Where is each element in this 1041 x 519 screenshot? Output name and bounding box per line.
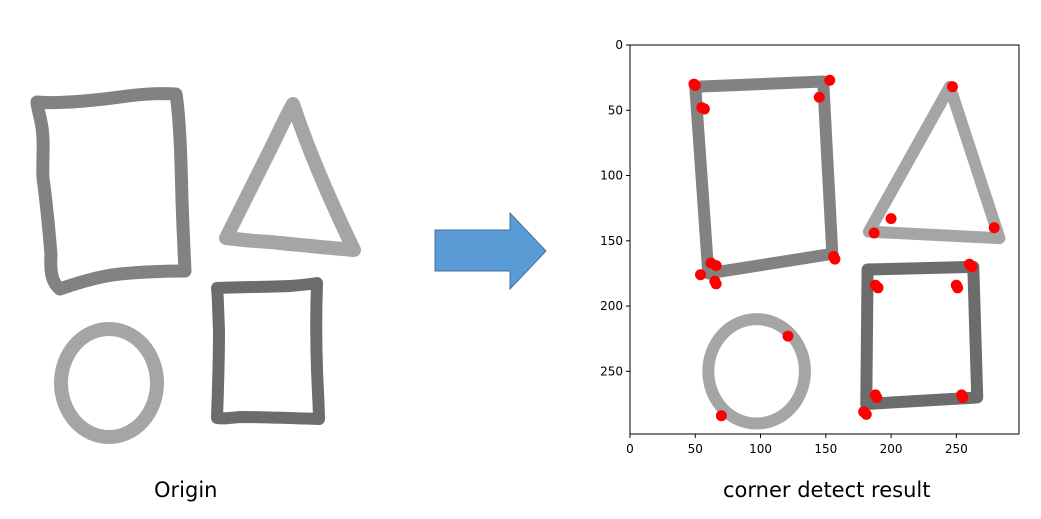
corner-point [957, 391, 969, 403]
y-tick-label: 150 [600, 234, 623, 248]
corner-point [782, 330, 794, 342]
corner-point [872, 282, 884, 294]
corner-point [824, 74, 836, 86]
y-tick-label: 0 [615, 38, 623, 52]
caption-result: corner detect result [723, 478, 931, 502]
result-shape-triangle [862, 80, 1006, 245]
corner-point [694, 269, 706, 281]
origin-rectangle-small [211, 277, 325, 425]
y-tick-label: 200 [600, 299, 623, 313]
corner-point [988, 222, 1000, 234]
result-shape-quad [860, 260, 984, 410]
corner-point [829, 253, 841, 265]
corner-points [688, 74, 1000, 422]
corner-point [710, 260, 722, 272]
corner-point [698, 103, 710, 115]
origin-circle [54, 322, 164, 444]
origin-shapes-panel [30, 87, 361, 444]
corner-point [966, 261, 978, 273]
x-tick-label: 0 [626, 442, 634, 456]
result-shapes [689, 75, 1006, 430]
x-tick-label: 200 [880, 442, 903, 456]
result-plot: 0 50 100 150 200 250 0 50 100 150 200 250 [600, 38, 1020, 456]
corner-point [871, 391, 883, 403]
x-tick-label: 150 [814, 442, 837, 456]
x-tick-label: 250 [945, 442, 968, 456]
corner-point [689, 79, 701, 91]
plot-frame [629, 44, 1020, 435]
result-shape-quad [689, 75, 839, 280]
corner-point [860, 408, 872, 420]
x-tick-label: 50 [688, 442, 703, 456]
corner-point [813, 91, 825, 103]
x-axis-ticks: 0 50 100 150 200 250 [626, 434, 968, 456]
corner-point [868, 227, 880, 239]
corner-point [885, 213, 897, 225]
origin-triangle [219, 97, 361, 257]
x-tick-label: 100 [749, 442, 772, 456]
y-tick-label: 250 [600, 364, 623, 378]
caption-origin: Origin [154, 478, 218, 502]
corner-point [715, 410, 727, 422]
result-shape-ellipse [702, 313, 811, 430]
corner-point [710, 278, 722, 290]
origin-quadrilateral-large [30, 87, 192, 296]
y-axis-ticks: 0 50 100 150 200 250 [600, 38, 630, 378]
right-arrow [434, 211, 547, 291]
y-tick-label: 50 [608, 103, 623, 117]
corner-point [946, 81, 958, 93]
y-tick-label: 100 [600, 169, 623, 183]
corner-point [952, 282, 964, 294]
